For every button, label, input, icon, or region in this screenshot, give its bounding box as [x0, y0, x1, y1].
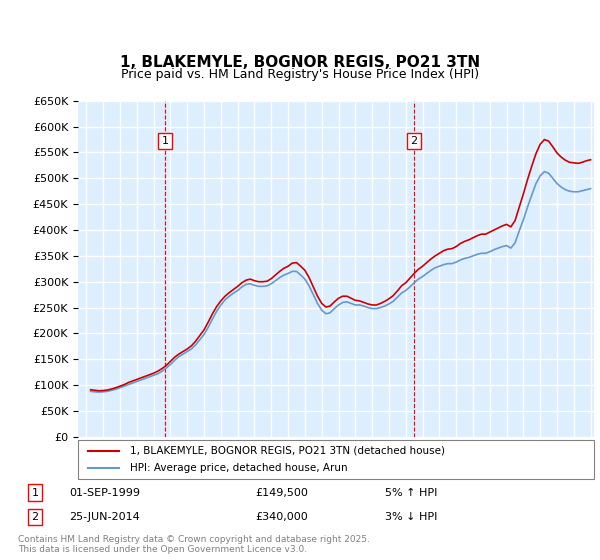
Text: 1: 1: [31, 488, 38, 498]
Text: 3% ↓ HPI: 3% ↓ HPI: [385, 512, 437, 522]
Text: Price paid vs. HM Land Registry's House Price Index (HPI): Price paid vs. HM Land Registry's House …: [121, 68, 479, 81]
Text: 2: 2: [31, 512, 38, 522]
Text: £340,000: £340,000: [255, 512, 308, 522]
Text: 1: 1: [161, 136, 169, 146]
Text: 25-JUN-2014: 25-JUN-2014: [69, 512, 140, 522]
Text: 1, BLAKEMYLE, BOGNOR REGIS, PO21 3TN (detached house): 1, BLAKEMYLE, BOGNOR REGIS, PO21 3TN (de…: [130, 446, 445, 456]
FancyBboxPatch shape: [78, 440, 594, 479]
Text: 5% ↑ HPI: 5% ↑ HPI: [385, 488, 437, 498]
Text: 01-SEP-1999: 01-SEP-1999: [69, 488, 140, 498]
Text: 1, BLAKEMYLE, BOGNOR REGIS, PO21 3TN: 1, BLAKEMYLE, BOGNOR REGIS, PO21 3TN: [120, 55, 480, 70]
Text: 2: 2: [410, 136, 418, 146]
Text: £149,500: £149,500: [255, 488, 308, 498]
Text: Contains HM Land Registry data © Crown copyright and database right 2025.
This d: Contains HM Land Registry data © Crown c…: [18, 535, 370, 554]
Text: HPI: Average price, detached house, Arun: HPI: Average price, detached house, Arun: [130, 463, 347, 473]
